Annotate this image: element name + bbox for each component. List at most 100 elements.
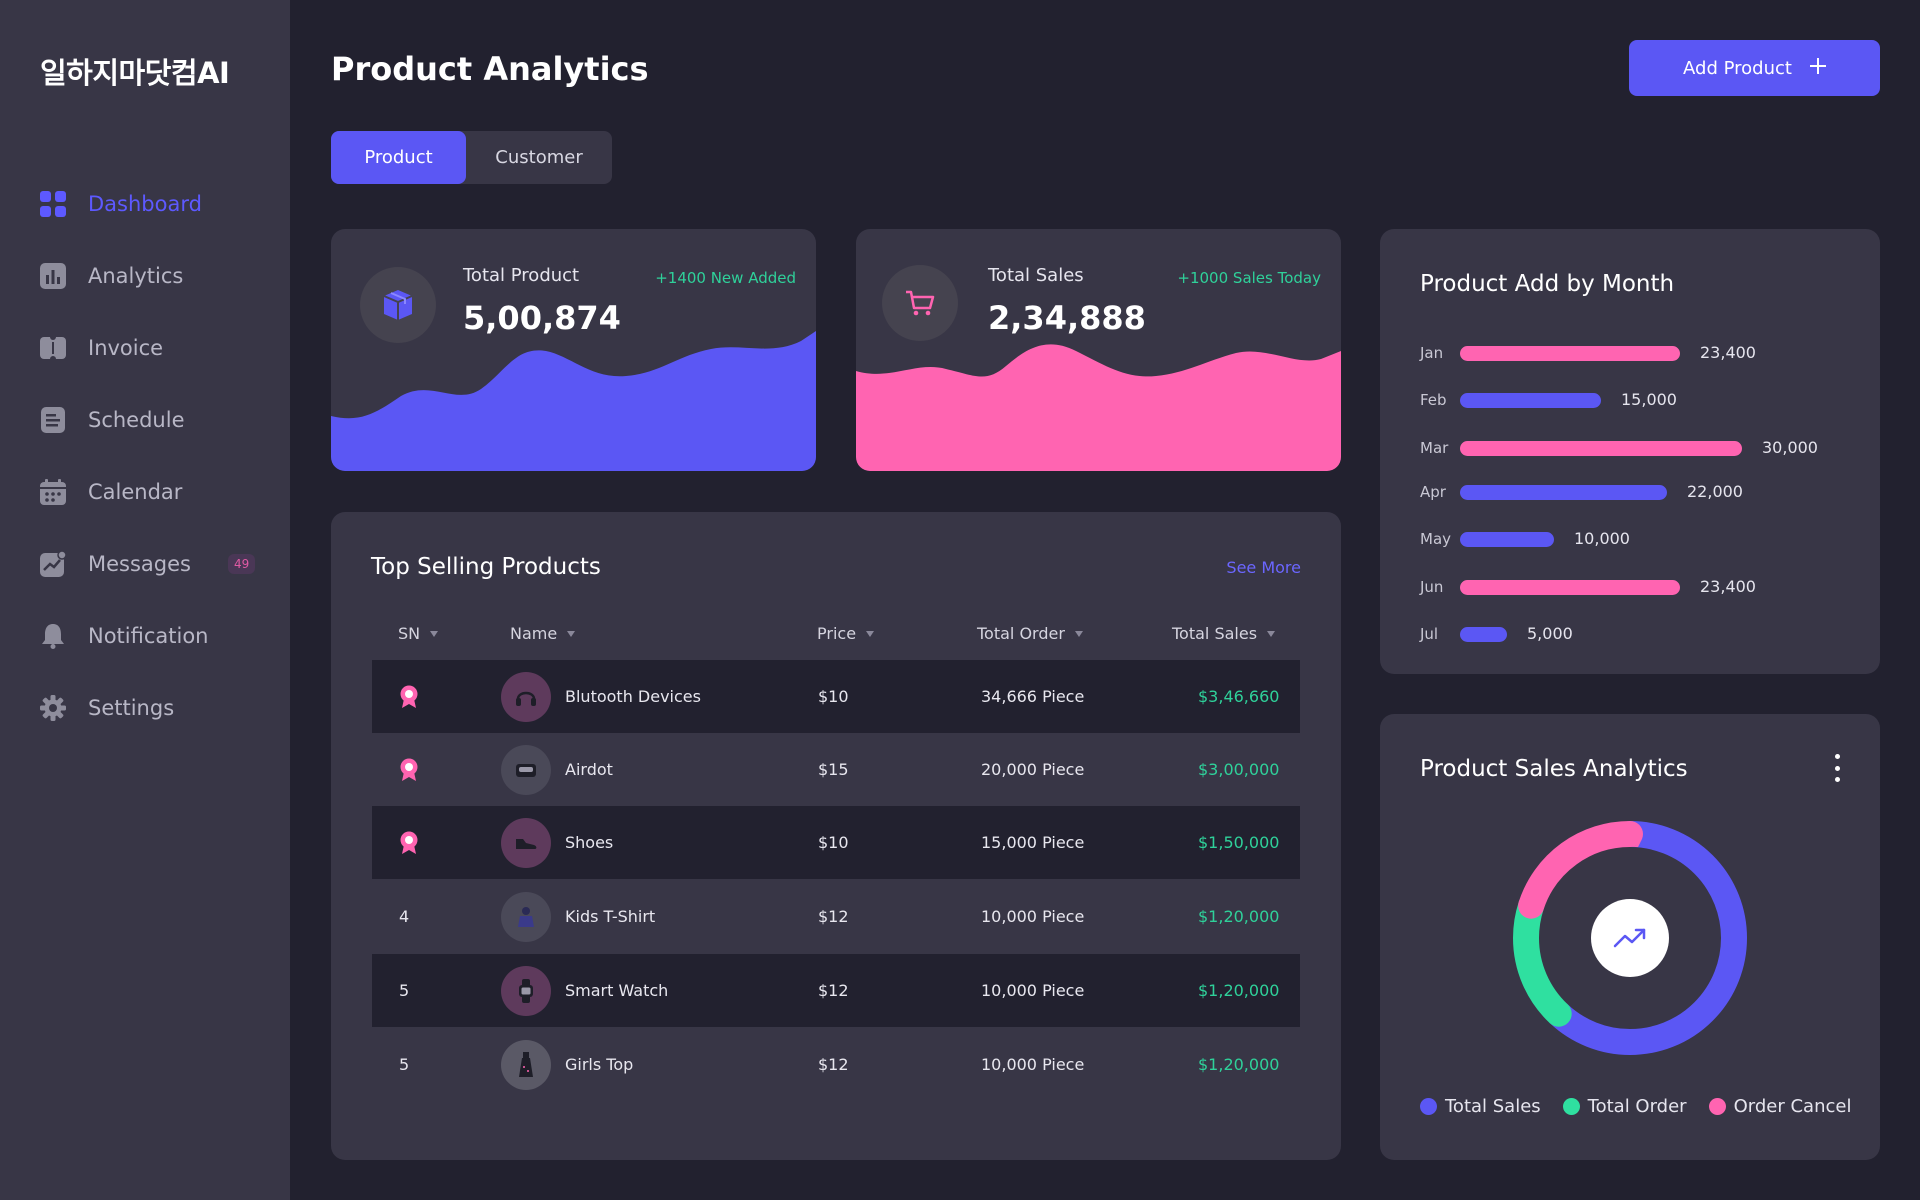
legend-total-sales: Total Sales [1420, 1096, 1541, 1117]
total-sales-cell: $3,00,000 [1198, 760, 1280, 779]
dress-icon [501, 1039, 551, 1090]
sidebar-item-settings[interactable]: Settings [0, 672, 290, 744]
stat-label: Total Product [463, 265, 580, 286]
box-icon [360, 267, 436, 343]
sort-caret-icon [430, 630, 439, 637]
legend-total-order: Total Order [1562, 1096, 1687, 1117]
month-bar [1460, 346, 1680, 361]
product-name-cell: Girls Top [501, 1028, 633, 1101]
sort-caret-icon [1074, 630, 1083, 637]
total-sales-cell: $1,20,000 [1198, 907, 1280, 926]
stat-delta: +1400 New Added [655, 269, 796, 287]
total-sales-card: Total Sales 2,34,888 +1000 Sales Today [856, 229, 1341, 471]
product-sales-analytics-card: Product Sales Analytics Total Sales Tota… [1380, 714, 1880, 1160]
add-product-button[interactable]: Add Product [1629, 40, 1880, 96]
tshirt-icon [501, 891, 551, 942]
product-name: Shoes [565, 833, 614, 852]
donut-segment-total-order [1513, 821, 1747, 1055]
month-bar [1460, 580, 1680, 595]
tab-customer[interactable]: Customer [495, 147, 583, 168]
gear-icon [40, 695, 66, 721]
total-order-cell: 20,000 Piece [981, 760, 1085, 779]
month-value-label: 22,000 [1687, 482, 1743, 501]
month-value-label: 10,000 [1574, 529, 1630, 548]
table-row[interactable]: Blutooth Devices $10 34,666 Piece $3,46,… [372, 660, 1300, 733]
month-bar [1460, 485, 1667, 500]
column-label: Name [510, 624, 558, 643]
table-row[interactable]: Airdot $15 20,000 Piece $3,00,000 [372, 733, 1300, 806]
product-name-cell: Blutooth Devices [501, 660, 701, 733]
cart-icon [882, 265, 958, 341]
watch-icon [501, 965, 551, 1016]
serial-number-cell: 5 [399, 1055, 410, 1074]
donut-legend: Total Sales Total Order Order Cancel [1420, 1096, 1851, 1117]
column-header-total-sales[interactable]: Total Sales [1172, 624, 1276, 643]
brand-logo[interactable]: 일하지마닷컴AI [40, 56, 230, 90]
sales-donut-chart [1513, 821, 1747, 1055]
view-tabs: Product Customer [331, 131, 612, 184]
sort-caret-icon [1267, 630, 1276, 637]
product-name-cell: Shoes [501, 806, 613, 879]
sidebar-item-label: Analytics [88, 264, 184, 288]
top-selling-title: Top Selling Products [371, 554, 601, 580]
column-header-total-order[interactable]: Total Order [977, 624, 1083, 643]
sidebar: 일하지마닷컴AI Dashboard Analytics Invoice Sch… [0, 0, 290, 1200]
column-label: Total Sales [1172, 624, 1258, 643]
product-name: Smart Watch [565, 981, 669, 1000]
product-name: Girls Top [565, 1055, 634, 1074]
shoe-icon [501, 817, 551, 868]
trend-chat-icon [40, 551, 66, 577]
month-label: Jul [1420, 625, 1439, 643]
total-order-cell: 10,000 Piece [981, 1055, 1085, 1074]
table-row[interactable]: 5 Smart Watch $12 10,000 Piece $1,20,000 [372, 954, 1300, 1027]
month-label: Jan [1420, 344, 1444, 362]
table-row[interactable]: Shoes $10 15,000 Piece $1,50,000 [372, 806, 1300, 879]
bell-icon [40, 623, 66, 649]
sidebar-item-label: Invoice [88, 336, 164, 360]
sidebar-item-label: Schedule [88, 408, 185, 432]
earbuds-icon [501, 744, 551, 795]
sidebar-item-dashboard[interactable]: Dashboard [0, 168, 290, 240]
column-header-sn[interactable]: SN [398, 624, 439, 643]
month-bar-row-apr: Apr 22,000 [1420, 480, 1860, 504]
sidebar-item-notification[interactable]: Notification [0, 600, 290, 672]
ticket-icon [40, 335, 66, 361]
product-wave-chart [331, 331, 816, 471]
tab-product[interactable]: Product [331, 131, 466, 184]
sidebar-item-invoice[interactable]: Invoice [0, 312, 290, 384]
product-name: Kids T-Shirt [565, 907, 656, 926]
sidebar-item-label: Dashboard [88, 192, 202, 216]
month-value-label: 5,000 [1527, 624, 1573, 643]
month-bar [1460, 532, 1554, 547]
price-cell: $10 [818, 833, 849, 852]
headphones-icon [501, 671, 551, 722]
legend-dot [1562, 1098, 1580, 1115]
legend-label: Order Cancel [1733, 1096, 1852, 1117]
sidebar-item-calendar[interactable]: Calendar [0, 456, 290, 528]
price-cell: $12 [818, 907, 849, 926]
column-header-price[interactable]: Price [817, 624, 875, 643]
table-header: SN Name Price Total Order Total Sales [371, 624, 1299, 654]
month-bar-row-feb: Feb 15,000 [1420, 388, 1860, 412]
month-label: Apr [1420, 483, 1446, 501]
calendar-icon [40, 479, 66, 505]
table-row[interactable]: 4 Kids T-Shirt $12 10,000 Piece $1,20,00… [372, 880, 1300, 953]
total-sales-cell: $1,20,000 [1198, 981, 1280, 1000]
sidebar-item-messages[interactable]: Messages 49 [0, 528, 290, 600]
price-cell: $12 [818, 981, 849, 1000]
month-value-label: 23,400 [1700, 577, 1756, 596]
sidebar-item-analytics[interactable]: Analytics [0, 240, 290, 312]
month-value-label: 30,000 [1762, 438, 1818, 457]
more-options-icon[interactable] [1832, 754, 1842, 782]
total-order-cell: 10,000 Piece [981, 981, 1085, 1000]
see-more-link[interactable]: See More [1226, 558, 1301, 577]
sidebar-item-schedule[interactable]: Schedule [0, 384, 290, 456]
stat-label: Total Sales [988, 265, 1084, 286]
legend-dot [1420, 1098, 1437, 1115]
sales-analytics-title: Product Sales Analytics [1420, 756, 1688, 782]
sidebar-nav: Dashboard Analytics Invoice Schedule Cal… [0, 168, 290, 744]
table-row[interactable]: 5 Girls Top $12 10,000 Piece $1,20,000 [372, 1028, 1300, 1101]
column-header-name[interactable]: Name [510, 624, 576, 643]
sidebar-item-label: Messages [88, 552, 191, 576]
sidebar-item-label: Settings [88, 696, 175, 720]
